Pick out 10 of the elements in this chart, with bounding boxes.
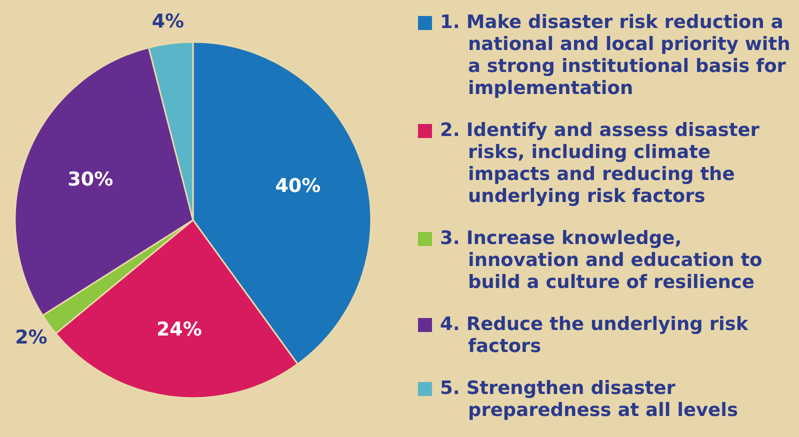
legend-label: 5. Strengthen disaster preparedness at all levels — [440, 378, 738, 421]
legend-label: 3. Increase knowledge, innovation and education to build a culture of resilience — [440, 228, 762, 293]
legend-label: 2. Identify and assess disaster risks, including climate impacts and reducing the underlying risk factors — [440, 120, 760, 207]
data-label: 2% — [15, 326, 48, 349]
legend-label: 1. Make disaster risk reduction a national and local priority with a strong institutional basis for implementation — [440, 12, 790, 99]
data-label: 4% — [152, 10, 184, 33]
data-label: 24% — [156, 318, 202, 340]
legend-label: 4. Reduce the underlying risk factors — [440, 314, 749, 357]
data-label: 40% — [275, 174, 321, 197]
data-label: 30% — [68, 168, 114, 190]
